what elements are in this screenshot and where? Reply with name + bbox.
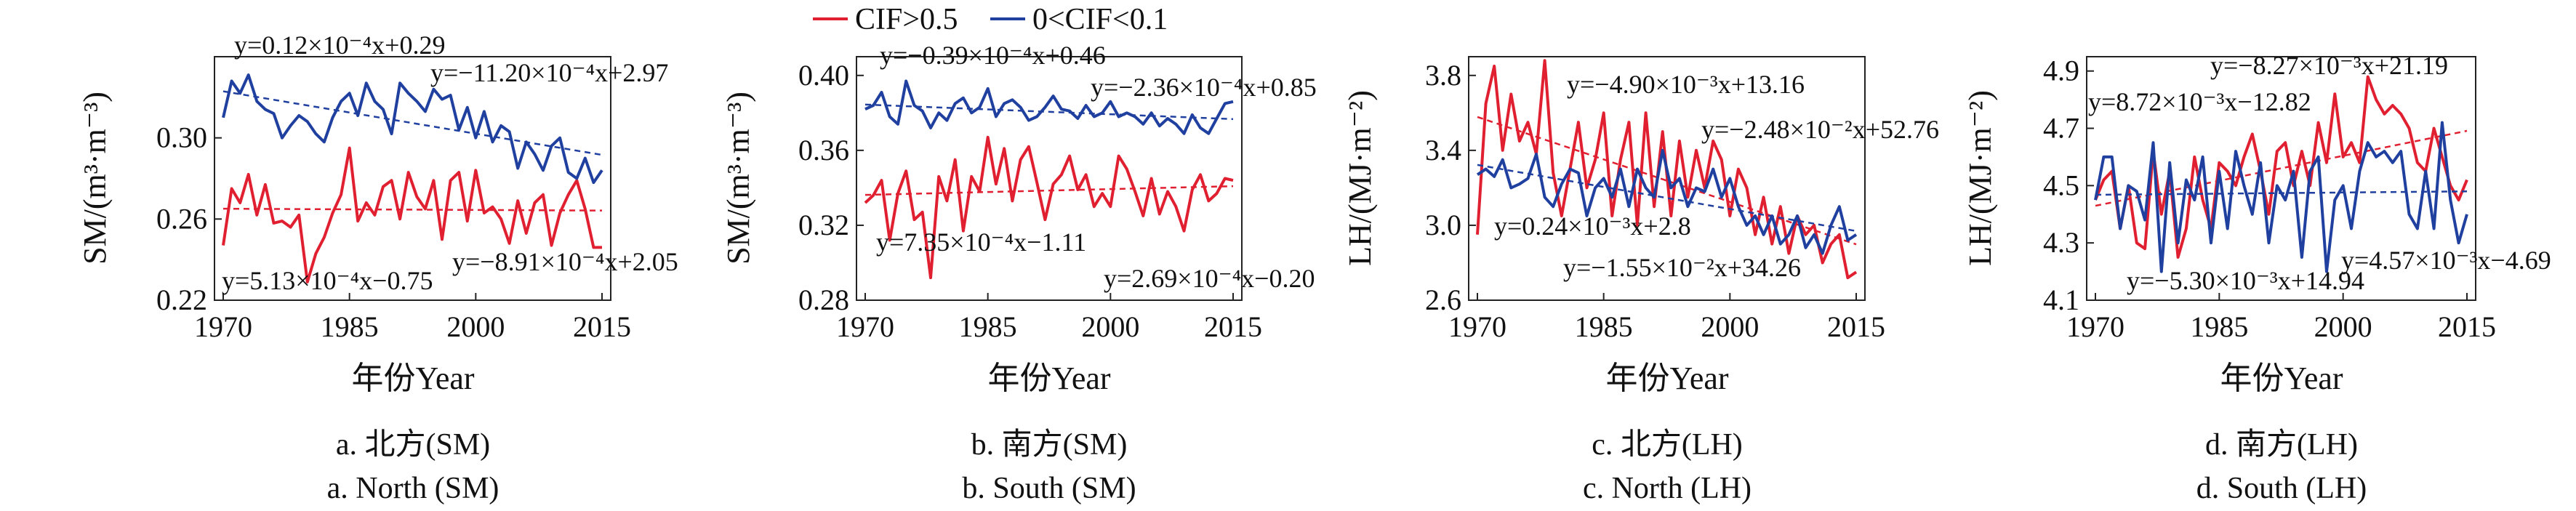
caption-cn: c. 北方(LH) [1592, 428, 1743, 462]
x-axis-label: 年份Year [351, 361, 474, 396]
plot-frame [1468, 56, 1866, 301]
caption-en: a. North (SM) [327, 472, 499, 505]
panel-b: 1970 1985 2000 2015 0.28 0.32 0.36 0.40 SM/(m³·… [721, 41, 1317, 505]
trend-line [222, 207, 603, 212]
x-tick-label: 2015 [1827, 310, 1885, 343]
x-axis-label: 年份Year [2220, 361, 2343, 396]
trend-equation: y=−1.55×10⁻²x+34.26 [1563, 253, 1801, 282]
trend-line [222, 90, 603, 156]
trend-line [1477, 164, 1857, 233]
y-tick-label: 0.36 [798, 134, 849, 166]
ticks-layer: 1970 1985 2000 2015 4.1 4.3 4.5 4.7 4.9 [2043, 55, 2496, 343]
ticks-layer: 1970 1985 2000 2015 0.22 0.26 0.30 [156, 121, 631, 343]
x-tick-label: 1970 [1448, 310, 1506, 343]
y-tick-label: 0.22 [156, 283, 207, 316]
trend-equation: y=7.35×10⁻⁴x−1.11 [876, 228, 1086, 257]
y-tick-label: 0.30 [156, 121, 207, 154]
x-axis-label: 年份Year [987, 361, 1110, 396]
panel-c: 1970 1985 2000 2015 2.6 3.0 3.4 3.8 LH/(MJ·m⁻²)… [1342, 56, 1939, 505]
trend-equation: y=2.69×10⁻⁴x−0.20 [1104, 264, 1315, 293]
caption-en: c. North (LH) [1583, 472, 1752, 505]
trend-equation: y=−2.48×10⁻²x+52.76 [1701, 115, 1939, 144]
trend-line [864, 103, 1234, 121]
x-tick-label: 1985 [959, 310, 1017, 343]
trend-equation: y=−11.20×10⁻⁴x+2.97 [430, 58, 668, 87]
trend-line [864, 185, 1234, 196]
legend: CIF>0.5 0<CIF<0.1 [813, 3, 1168, 36]
x-tick-label: 2000 [2314, 310, 2372, 343]
x-tick-label: 2015 [1204, 310, 1262, 343]
trend-equation: y=−4.90×10⁻³x+13.16 [1567, 70, 1805, 99]
trend-equation: y=−8.27×10⁻³x+21.19 [2210, 51, 2448, 80]
y-tick-label: 0.28 [798, 283, 849, 316]
caption-cn: d. 南方(LH) [2205, 428, 2358, 462]
ticks-layer: 1970 1985 2000 2015 0.28 0.32 0.36 0.40 [798, 59, 1262, 343]
series-line [864, 135, 1234, 280]
y-tick-label: 3.4 [1425, 134, 1461, 166]
x-tick-label: 2015 [2438, 310, 2496, 343]
plot-frame [214, 56, 611, 301]
y-tick-label: 4.9 [2043, 55, 2079, 87]
caption-cn: a. 北方(SM) [336, 428, 490, 462]
x-tick-label: 1970 [836, 310, 894, 343]
series-line [222, 146, 602, 283]
y-tick-label: 0.26 [156, 202, 207, 235]
series-layer [222, 73, 603, 283]
x-axis-label: 年份Year [1605, 361, 1728, 396]
trend-equation: y=−8.91×10⁻⁴x+2.05 [452, 247, 678, 276]
y-tick-label: 4.7 [2043, 112, 2079, 145]
series-layer [864, 79, 1234, 280]
trend-equation: y=0.12×10⁻⁴x+0.29 [234, 31, 445, 60]
x-tick-label: 1985 [1575, 310, 1633, 343]
y-tick-label: 3.0 [1425, 209, 1461, 241]
y-tick-label: 4.3 [2043, 226, 2079, 259]
series-layer [1476, 59, 1858, 280]
caption-en: b. South (SM) [962, 472, 1136, 505]
y-axis-label: LH/(MJ·m⁻²) [1962, 90, 1998, 266]
trend-equation: y=−0.39×10⁻⁴x+0.46 [880, 41, 1106, 70]
x-tick-label: 2000 [446, 310, 505, 343]
trend-equation: y=5.13×10⁻⁴x−0.75 [222, 266, 433, 295]
trend-equation: y=4.57×10⁻³x−4.69 [2341, 246, 2551, 275]
panel-d: 1970 1985 2000 2015 4.1 4.3 4.5 4.7 4.9 LH/(MJ·m… [1962, 51, 2551, 505]
y-tick-label: 4.1 [2043, 283, 2079, 316]
ticks-layer: 1970 1985 2000 2015 2.6 3.0 3.4 3.8 [1425, 59, 1885, 343]
y-axis-label: SM/(m³·m⁻³) [77, 92, 113, 265]
series-layer [2094, 75, 2468, 273]
series-line [864, 79, 1234, 135]
x-tick-label: 2015 [573, 310, 631, 343]
series-line [2094, 75, 2468, 259]
trend-equation: y=−5.30×10⁻³x+14.94 [2127, 266, 2364, 295]
legend-label-cif-low: 0<CIF<0.1 [1032, 3, 1168, 36]
series-line [222, 73, 603, 185]
trend-line [1477, 116, 1857, 246]
y-tick-label: 0.32 [798, 209, 849, 241]
trend-equation: y=−2.36×10⁻⁴x+0.85 [1091, 73, 1317, 102]
x-tick-label: 1970 [194, 310, 252, 343]
y-tick-label: 2.6 [1425, 283, 1461, 316]
x-tick-label: 2000 [1701, 310, 1759, 343]
x-tick-label: 1985 [2190, 310, 2248, 343]
y-axis-label: LH/(MJ·m⁻²) [1342, 90, 1378, 266]
caption-en: d. South (LH) [2196, 472, 2367, 505]
trend-equation: y=0.24×10⁻³x+2.8 [1494, 212, 1691, 241]
x-tick-label: 2000 [1081, 310, 1139, 343]
y-axis-label: SM/(m³·m⁻³) [721, 92, 756, 265]
plot-frame [2086, 56, 2476, 301]
x-tick-label: 1985 [321, 310, 379, 343]
y-tick-label: 3.8 [1425, 59, 1461, 92]
trend-line [2095, 190, 2468, 196]
caption-cn: b. 南方(SM) [971, 428, 1128, 462]
trend-equation: y=8.72×10⁻³x−12.82 [2088, 87, 2311, 116]
y-tick-label: 0.40 [798, 59, 849, 92]
plot-frame [856, 56, 1243, 301]
legend-label-cif-high: CIF>0.5 [855, 3, 958, 36]
y-tick-label: 4.5 [2043, 169, 2079, 201]
panel-a: 1970 1985 2000 2015 0.22 0.26 0.30 SM/(m³·m⁻³)… [77, 31, 678, 505]
x-tick-label: 1970 [2066, 310, 2124, 343]
